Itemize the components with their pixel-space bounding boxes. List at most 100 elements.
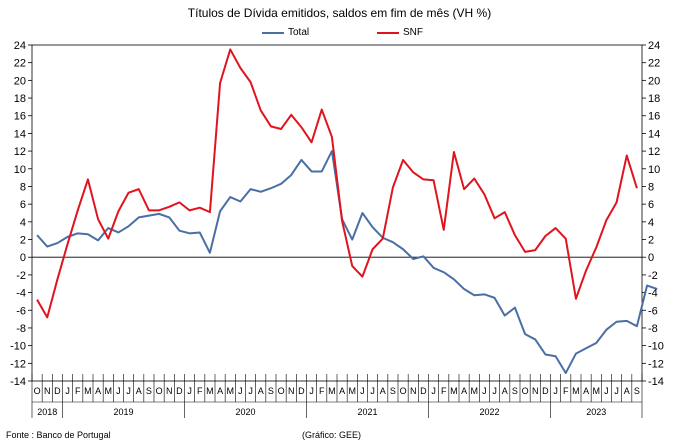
x-month-label: N xyxy=(44,386,51,396)
x-month-label: S xyxy=(512,386,518,396)
y-tick-label-right: -4 xyxy=(648,288,658,300)
y-tick-label-left: 0 xyxy=(20,252,26,264)
x-month-label: N xyxy=(288,386,295,396)
y-tick-label-right: 24 xyxy=(648,40,660,52)
x-month-label: J xyxy=(126,386,131,396)
y-tick-label-right: -2 xyxy=(648,270,658,282)
y-tick-label-left: 18 xyxy=(14,93,26,105)
y-tick-label-right: -12 xyxy=(648,358,664,370)
x-month-label: D xyxy=(542,386,549,396)
x-month-label: D xyxy=(298,386,305,396)
x-month-label: M xyxy=(105,386,113,396)
x-month-label: A xyxy=(95,386,101,396)
x-month-label: J xyxy=(65,386,70,396)
y-tick-label-right: 2 xyxy=(648,235,654,247)
y-tick-label-left: 14 xyxy=(14,128,26,140)
series-line-snf xyxy=(36,48,638,319)
y-tick-label-left: -4 xyxy=(16,288,26,300)
x-month-label: N xyxy=(166,386,173,396)
x-month-label: J xyxy=(431,386,436,396)
y-tick-label-left: 12 xyxy=(14,146,26,158)
x-month-label: M xyxy=(328,386,336,396)
year-label: 2019 xyxy=(113,407,133,417)
x-month-label: A xyxy=(217,386,223,396)
legend-snf: SNF xyxy=(377,27,423,38)
y-tick-label-left: -10 xyxy=(10,341,26,353)
y-tick-label-right: 20 xyxy=(648,75,660,87)
y-tick-label-right: 12 xyxy=(648,146,660,158)
x-month-label: M xyxy=(572,386,580,396)
x-month-label: S xyxy=(634,386,640,396)
x-month-label: M xyxy=(227,386,235,396)
x-month-label: A xyxy=(258,386,264,396)
x-month-label: J xyxy=(614,386,619,396)
y-tick-label-left: -6 xyxy=(16,305,26,317)
x-month-label: S xyxy=(390,386,396,396)
legend-snf-label: SNF xyxy=(403,27,423,38)
x-month-label: A xyxy=(502,386,508,396)
y-tick-label-left: 4 xyxy=(20,217,26,229)
x-month-label: D xyxy=(54,386,61,396)
x-month-label: O xyxy=(522,386,529,396)
plot-frame xyxy=(31,44,643,382)
x-month-label: F xyxy=(563,386,569,396)
year-label: 2023 xyxy=(586,407,606,417)
y-tick-label-right: 18 xyxy=(648,93,660,105)
x-month-label: J xyxy=(187,386,192,396)
y-tick-label-right: 22 xyxy=(648,58,660,70)
x-month-label: N xyxy=(410,386,417,396)
year-label: 2020 xyxy=(235,407,255,417)
y-tick-label-right: 16 xyxy=(648,111,660,123)
x-month-label: D xyxy=(420,386,427,396)
year-label: 2018 xyxy=(37,407,57,417)
y-tick-label-right: -10 xyxy=(648,341,664,353)
y-tick-label-left: 20 xyxy=(14,75,26,87)
y-tick-label-left: 8 xyxy=(20,181,26,193)
y-tick-label-left: -14 xyxy=(10,376,26,388)
y-tick-label-left: 22 xyxy=(14,58,26,70)
y-tick-label-left: 6 xyxy=(20,199,26,211)
x-month-label: F xyxy=(75,386,81,396)
x-month-label: M xyxy=(206,386,214,396)
x-month-label: J xyxy=(116,386,121,396)
x-month-label: O xyxy=(400,386,407,396)
series-line-total xyxy=(36,150,658,375)
chart-credit: (Gráfico: GEE) xyxy=(302,430,362,440)
y-tick-label-right: -14 xyxy=(648,376,664,388)
y-tick-label-left: 2 xyxy=(20,235,26,247)
x-month-label: J xyxy=(370,386,375,396)
y-tick-label-left: 10 xyxy=(14,164,26,176)
x-month-label: J xyxy=(553,386,558,396)
x-month-label: A xyxy=(583,386,589,396)
year-label: 2021 xyxy=(357,407,377,417)
x-month-label: M xyxy=(349,386,357,396)
x-month-label: S xyxy=(146,386,152,396)
x-month-label: J xyxy=(360,386,365,396)
y-tick-label-left: -12 xyxy=(10,358,26,370)
legend-snf-swatch xyxy=(377,31,399,34)
legend-total-label: Total xyxy=(288,27,310,38)
x-month-label: J xyxy=(248,386,253,396)
x-month-label: A xyxy=(624,386,630,396)
x-month-label: O xyxy=(156,386,163,396)
x-month-label: M xyxy=(471,386,479,396)
legend-total-swatch xyxy=(262,31,284,34)
x-month-label: J xyxy=(492,386,497,396)
x-month-label: A xyxy=(339,386,345,396)
x-month-label: J xyxy=(309,386,314,396)
x-month-label: J xyxy=(604,386,609,396)
y-tick-label-left: -8 xyxy=(16,323,26,335)
y-tick-label-left: -2 xyxy=(16,270,26,282)
y-tick-label-right: 8 xyxy=(648,181,654,193)
x-month-label: F xyxy=(197,386,203,396)
y-tick-label-left: 24 xyxy=(14,40,26,52)
y-tick-label-right: 4 xyxy=(648,217,654,229)
x-month-label: A xyxy=(380,386,386,396)
x-month-label: F xyxy=(441,386,447,396)
legend-total: Total xyxy=(262,27,309,38)
x-month-label: F xyxy=(319,386,325,396)
y-tick-label-right: 10 xyxy=(648,164,660,176)
x-month-label: M xyxy=(593,386,601,396)
x-month-label: O xyxy=(278,386,285,396)
